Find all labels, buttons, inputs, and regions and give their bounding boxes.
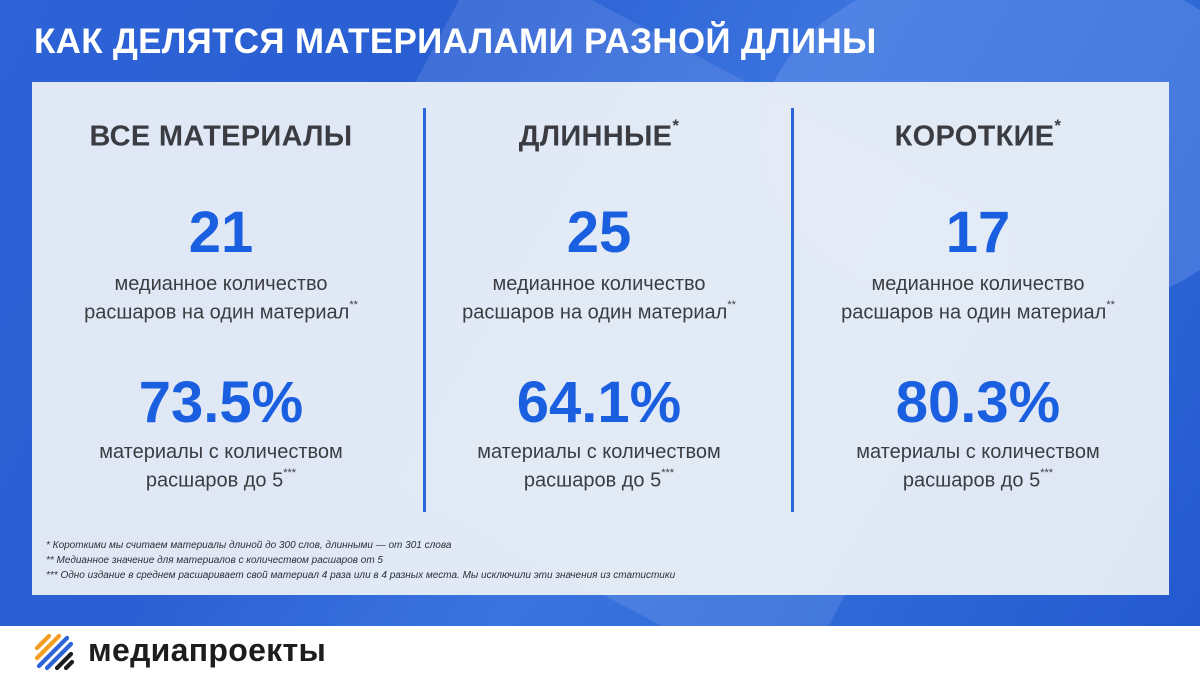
share-description-line: расшаров до 5 bbox=[523, 469, 662, 492]
share-value: 80.3% bbox=[895, 370, 1061, 435]
column-title-text: ДЛИННЫЕ bbox=[518, 120, 673, 153]
median-description-line: расшаров на один материал bbox=[841, 301, 1107, 324]
median-value: 17 bbox=[945, 200, 1011, 265]
column-title-text: КОРОТКИЕ bbox=[894, 120, 1055, 153]
share-footnote-mark: *** bbox=[283, 467, 297, 479]
median-footnote-mark: ** bbox=[727, 299, 736, 311]
share-footnote-mark: *** bbox=[1040, 467, 1054, 479]
column-title-text: ВСЕ МАТЕРИАЛЫ bbox=[89, 120, 353, 153]
mediaprojects-logo-icon bbox=[34, 633, 75, 671]
footnote: *** Одно издание в среднем расшаривает с… bbox=[46, 570, 676, 581]
share-description-line: материалы с количеством bbox=[99, 441, 343, 463]
title-footnote-mark: * bbox=[672, 116, 680, 135]
median-value: 21 bbox=[188, 200, 254, 265]
column-short-materials: КОРОТКИЕ* 17 медианное количество расшар… bbox=[789, 82, 1167, 512]
share-description-line: материалы с количеством bbox=[856, 441, 1100, 463]
share-description: материалы с количеством расшаров до 5*** bbox=[410, 440, 788, 493]
title-footnote-mark: * bbox=[1054, 116, 1062, 135]
median-description-line: расшаров на один материал bbox=[84, 301, 350, 324]
column-long-materials: ДЛИННЫЕ* 25 медианное количество расшаро… bbox=[410, 82, 788, 512]
footnotes: * Короткими мы считаем материалы длиной … bbox=[46, 538, 675, 583]
median-description: медианное количество расшаров на один ма… bbox=[32, 272, 410, 325]
share-description-line: расшаров до 5 bbox=[145, 469, 284, 492]
median-description-line: медианное количество bbox=[871, 273, 1085, 295]
median-value: 25 bbox=[566, 200, 632, 265]
median-description: медианное количество расшаров на один ма… bbox=[789, 272, 1167, 325]
logo-text: медиапроекты bbox=[88, 632, 327, 668]
share-footnote-mark: *** bbox=[661, 467, 675, 479]
column-title: ДЛИННЫЕ* bbox=[410, 116, 788, 154]
column-title: ВСЕ МАТЕРИАЛЫ bbox=[32, 120, 410, 154]
median-footnote-mark: ** bbox=[349, 299, 358, 311]
column-all-materials: ВСЕ МАТЕРИАЛЫ 21 медианное количество ра… bbox=[32, 82, 410, 512]
share-description: материалы с количеством расшаров до 5*** bbox=[32, 440, 410, 493]
median-description-line: медианное количество bbox=[114, 273, 328, 295]
column-title: КОРОТКИЕ* bbox=[789, 116, 1167, 154]
page-title: КАК ДЕЛЯТСЯ МАТЕРИАЛАМИ РАЗНОЙ ДЛИНЫ bbox=[34, 22, 877, 61]
median-footnote-mark: ** bbox=[1106, 299, 1115, 311]
footnote: * Короткими мы считаем материалы длиной … bbox=[46, 540, 452, 551]
footer: медиапроекты bbox=[0, 626, 1200, 680]
share-description-line: материалы с количеством bbox=[477, 441, 721, 463]
median-description: медианное количество расшаров на один ма… bbox=[410, 272, 788, 325]
column-divider bbox=[423, 108, 426, 512]
median-description-line: медианное количество bbox=[492, 273, 706, 295]
share-value: 73.5% bbox=[138, 370, 304, 435]
share-value: 64.1% bbox=[516, 370, 682, 435]
column-divider bbox=[791, 108, 794, 512]
share-description-line: расшаров до 5 bbox=[902, 469, 1041, 492]
stats-card: ВСЕ МАТЕРИАЛЫ 21 медианное количество ра… bbox=[32, 82, 1169, 595]
share-description: материалы с количеством расшаров до 5*** bbox=[789, 440, 1167, 493]
median-description-line: расшаров на один материал bbox=[462, 301, 728, 324]
footnote: ** Медианное значение для материалов с к… bbox=[46, 555, 383, 566]
infographic-slide: КАК ДЕЛЯТСЯ МАТЕРИАЛАМИ РАЗНОЙ ДЛИНЫ ВСЕ… bbox=[0, 0, 1200, 626]
